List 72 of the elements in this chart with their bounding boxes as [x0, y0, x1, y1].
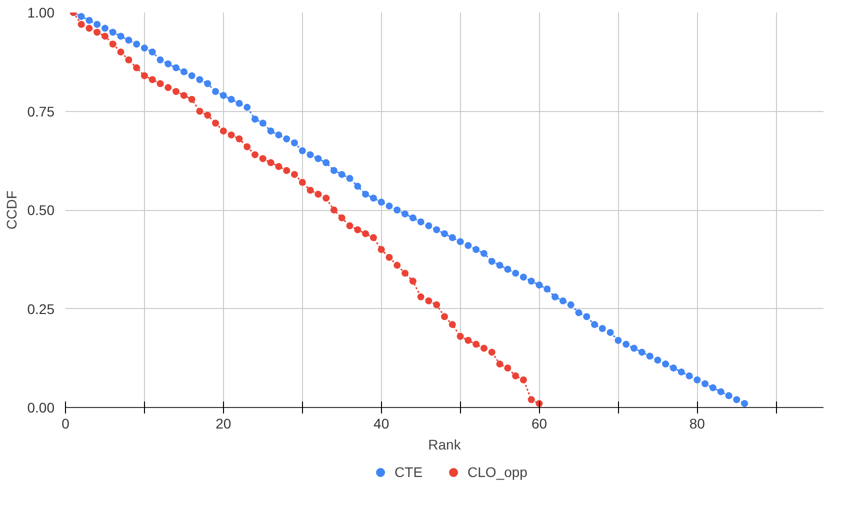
legend-label: CLO_opp	[468, 464, 528, 480]
point	[346, 222, 354, 230]
point	[86, 24, 93, 32]
point	[164, 84, 172, 92]
point	[275, 163, 282, 170]
y-tick-label: 0.50	[27, 202, 55, 218]
point	[330, 206, 338, 214]
point	[528, 396, 535, 404]
point	[520, 376, 527, 384]
y-tick-label: 0.25	[27, 300, 55, 317]
point	[78, 20, 85, 28]
point	[252, 151, 258, 158]
point	[512, 372, 520, 380]
point	[125, 56, 132, 64]
point	[180, 92, 188, 99]
point	[504, 364, 512, 372]
point	[354, 226, 362, 234]
point	[378, 246, 385, 253]
point	[409, 278, 416, 285]
point	[101, 32, 108, 40]
point	[306, 186, 314, 194]
point	[480, 344, 488, 352]
y-tick-label: 0.75	[27, 103, 55, 120]
point	[402, 270, 409, 277]
point	[212, 120, 220, 127]
point	[322, 194, 330, 202]
point	[433, 301, 440, 308]
point	[338, 214, 346, 222]
y-axis-title: CCDF	[3, 190, 20, 230]
point	[244, 143, 251, 150]
y-tick-label: 0.00	[27, 400, 55, 416]
point	[472, 340, 480, 348]
x-tick-label: 60	[531, 416, 548, 432]
point	[228, 131, 235, 138]
point	[496, 360, 504, 368]
point	[196, 108, 204, 115]
point	[370, 234, 377, 242]
x-tick-label: 40	[374, 416, 390, 432]
point	[298, 178, 306, 186]
point	[172, 88, 180, 95]
point	[236, 135, 243, 142]
point	[314, 190, 322, 198]
point	[156, 80, 164, 88]
point	[283, 167, 290, 174]
point	[133, 64, 140, 72]
point	[94, 28, 101, 36]
point	[204, 112, 212, 119]
point	[290, 170, 298, 178]
point	[417, 293, 424, 300]
point	[148, 76, 156, 84]
x-tick-label: 0	[62, 416, 70, 432]
point	[488, 348, 496, 356]
y-tick-label: 1.00	[27, 4, 55, 20]
x-tick-label: 80	[689, 416, 706, 432]
point	[188, 96, 196, 103]
point	[464, 336, 472, 344]
point	[386, 254, 393, 261]
point	[267, 159, 274, 166]
legend-label: CTE	[394, 464, 423, 480]
point	[117, 48, 124, 56]
point	[259, 155, 266, 162]
point	[394, 262, 401, 269]
point	[362, 230, 370, 238]
point	[140, 72, 148, 80]
x-axis-title: Rank	[428, 436, 462, 452]
point	[109, 40, 116, 48]
point	[220, 128, 227, 134]
point	[425, 297, 432, 304]
point	[441, 313, 448, 320]
point	[456, 332, 464, 340]
point	[448, 321, 456, 328]
x-tick-label: 20	[216, 416, 232, 432]
